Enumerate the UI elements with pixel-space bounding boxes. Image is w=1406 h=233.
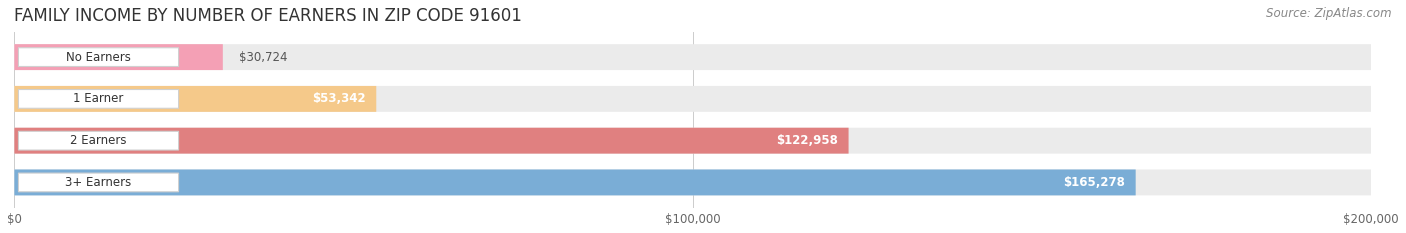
FancyBboxPatch shape: [14, 44, 222, 70]
Text: 3+ Earners: 3+ Earners: [66, 176, 132, 189]
FancyBboxPatch shape: [14, 128, 1371, 154]
FancyBboxPatch shape: [18, 131, 179, 150]
FancyBboxPatch shape: [18, 89, 179, 108]
Text: $165,278: $165,278: [1063, 176, 1125, 189]
Text: 2 Earners: 2 Earners: [70, 134, 127, 147]
FancyBboxPatch shape: [14, 86, 1371, 112]
FancyBboxPatch shape: [14, 128, 849, 154]
Text: $53,342: $53,342: [312, 93, 366, 105]
Text: $30,724: $30,724: [239, 51, 288, 64]
Text: Source: ZipAtlas.com: Source: ZipAtlas.com: [1267, 7, 1392, 20]
Text: FAMILY INCOME BY NUMBER OF EARNERS IN ZIP CODE 91601: FAMILY INCOME BY NUMBER OF EARNERS IN ZI…: [14, 7, 522, 25]
FancyBboxPatch shape: [14, 169, 1136, 195]
Text: No Earners: No Earners: [66, 51, 131, 64]
FancyBboxPatch shape: [14, 86, 377, 112]
FancyBboxPatch shape: [18, 48, 179, 66]
FancyBboxPatch shape: [18, 173, 179, 192]
Text: 1 Earner: 1 Earner: [73, 93, 124, 105]
FancyBboxPatch shape: [14, 44, 1371, 70]
Text: $122,958: $122,958: [776, 134, 838, 147]
FancyBboxPatch shape: [14, 169, 1371, 195]
